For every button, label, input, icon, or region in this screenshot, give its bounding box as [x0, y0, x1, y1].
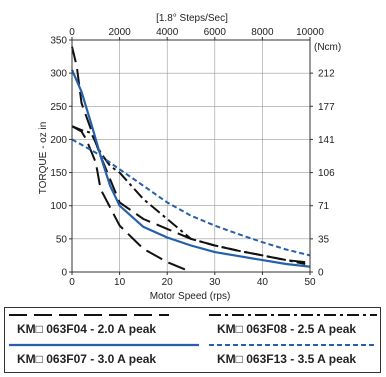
legend-label: KM□ 063F04 - 2.0 A peak: [17, 322, 157, 336]
top-tick-label: 2000: [108, 27, 131, 38]
tick-layer: 0 10 20 30 40 5005010015020025030035003571106…: [50, 27, 335, 288]
legend-item-f04: KM□ 063F04 - 2.0 A peak: [17, 322, 156, 336]
legend-label: KM□ 063F07 - 3.0 A peak: [17, 352, 157, 366]
series-line: [71, 46, 311, 264]
legend-item-f07: KM□ 063F07 - 3.0 A peak: [17, 352, 156, 366]
right-axis-unit: (Ncm): [314, 42, 341, 53]
series-line: [71, 138, 311, 257]
top-tick-label: 0: [69, 27, 75, 38]
right-tick-label: 0: [318, 268, 324, 279]
y-tick-label: 350: [50, 36, 67, 47]
x-tick-label: 20: [162, 277, 174, 288]
right-tick-label: 35: [318, 234, 330, 245]
y-axis-label: TORQUE - oz in: [38, 122, 49, 195]
legend-line-f08: [209, 314, 377, 316]
legend: KM□ 063F04 - 2.0 A peak KM□ 063F08 - 2.5…: [4, 307, 381, 373]
top-tick-label: 8000: [251, 27, 274, 38]
top-tick-label: 4000: [156, 27, 179, 38]
top-tick-label: 10000: [296, 27, 324, 38]
grid: [71, 39, 311, 273]
x-tick-label: 10: [114, 277, 126, 288]
x-tick-label: 0: [69, 277, 75, 288]
legend-line-f04: [9, 314, 169, 316]
legend-item-f13: KM□ 063F13 - 3.5 A peak: [217, 352, 356, 366]
legend-line-f07: [9, 343, 199, 347]
y-tick-label: 150: [50, 168, 67, 179]
legend-label: KM□ 063F13 - 3.5 A peak: [217, 352, 357, 366]
legend-item-f08: KM□ 063F08 - 2.5 A peak: [217, 322, 356, 336]
series-layer: [70, 46, 311, 273]
right-tick-label: 106: [318, 168, 335, 179]
right-tick-label: 71: [318, 201, 330, 212]
top-tick-label: 6000: [204, 27, 227, 38]
y-tick-label: 50: [56, 234, 68, 245]
right-tick-label: 141: [318, 135, 335, 146]
right-tick-label: 212: [318, 69, 335, 80]
y-tick-label: 100: [50, 201, 67, 212]
x-tick-label: 50: [304, 277, 316, 288]
top-axis-label: [1.8° Steps/Sec]: [156, 13, 228, 24]
x-axis-label: Motor Speed (rps): [150, 291, 231, 302]
y-tick-label: 250: [50, 102, 67, 113]
torque-speed-chart: 0 10 20 30 40 5005010015020025030035003571106…: [38, 13, 341, 302]
legend-line-f13: [209, 344, 377, 346]
series-line: [71, 125, 192, 273]
plot-frame: [71, 39, 311, 273]
y-tick-label: 300: [50, 69, 67, 80]
x-tick-label: 30: [209, 277, 221, 288]
x-tick-label: 40: [257, 277, 269, 288]
y-tick-label: 0: [61, 268, 67, 279]
legend-label: KM□ 063F08 - 2.5 A peak: [217, 322, 357, 336]
series-line: [70, 69, 311, 268]
right-tick-label: 177: [318, 102, 335, 113]
y-tick-label: 200: [50, 135, 67, 146]
series-line: [71, 125, 306, 265]
